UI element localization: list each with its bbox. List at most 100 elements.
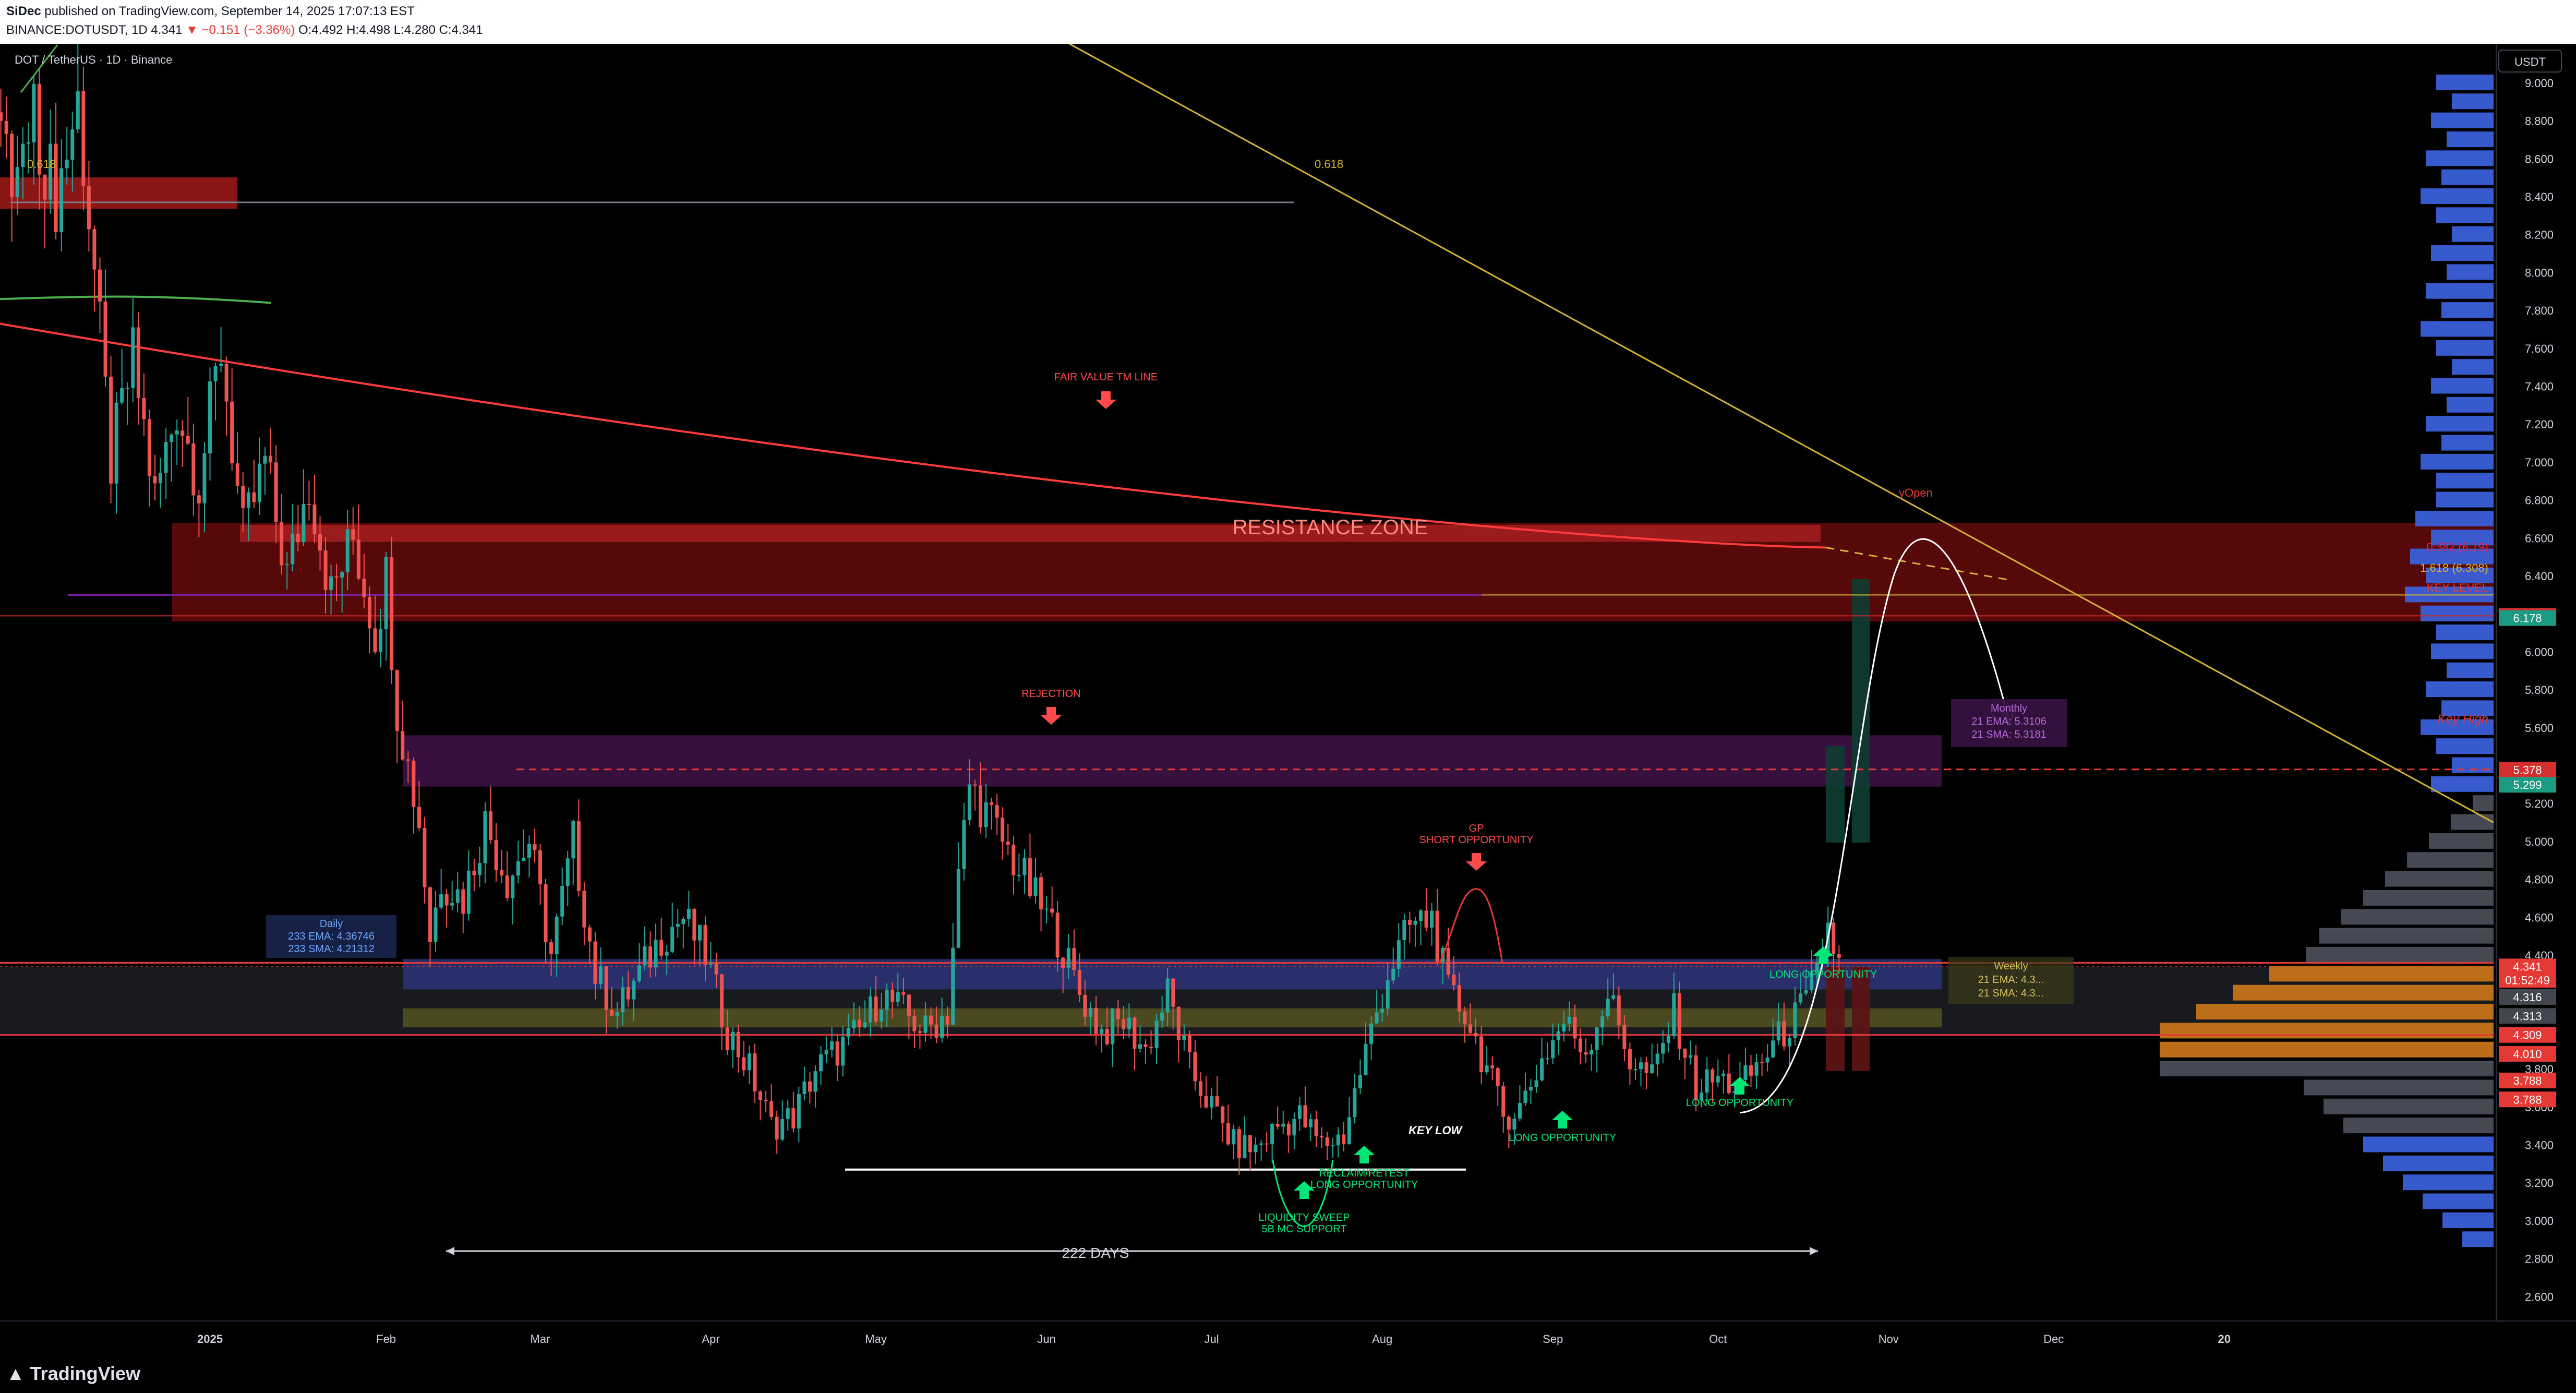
candle-body: [1639, 1062, 1643, 1070]
candle-body: [1006, 842, 1010, 845]
pair-title-legend[interactable]: DOT / TetherUS · 1D · Binance: [15, 53, 172, 66]
candle-body: [1424, 910, 1428, 928]
volume-profile-bar: [2426, 681, 2494, 698]
price-tick-label: 5.600: [2525, 722, 2554, 735]
candle-body: [461, 889, 465, 914]
fib-0618-left-label: 0.618: [27, 158, 56, 171]
volume-profile-bar: [2319, 928, 2494, 944]
candle-body: [1815, 963, 1819, 971]
candle-body: [571, 821, 575, 859]
candle-body: [1171, 978, 1175, 1007]
candle-body: [753, 1053, 757, 1091]
candle-body: [1347, 1117, 1351, 1144]
candle-body: [555, 916, 559, 954]
tradingview-logo[interactable]: ▲ TradingView: [6, 1363, 140, 1385]
candle-body: [1622, 1025, 1627, 1049]
zones-layer: [0, 177, 2494, 1071]
price-axis[interactable]: [2496, 44, 2576, 1355]
candle-body: [351, 529, 355, 540]
candle-body: [367, 597, 371, 629]
candle-body: [1149, 1047, 1153, 1049]
candle-body: [967, 784, 971, 821]
candle-body: [1111, 1008, 1115, 1044]
price-chart[interactable]: RESISTANCE ZONE FAIR VALUE TM LINE REJECTI…: [0, 44, 2576, 1355]
candle-body: [1077, 970, 1081, 995]
candle-body: [1292, 1119, 1296, 1136]
candle-body: [1187, 1036, 1191, 1052]
candle-body: [296, 534, 300, 543]
reclaim-arrow-icon: [1354, 1146, 1375, 1163]
candle-body: [1275, 1124, 1280, 1127]
volume-profile-bar: [2473, 795, 2494, 811]
candle-body: [356, 539, 360, 579]
candle-body: [1677, 993, 1681, 1049]
candle-body: [1358, 1075, 1362, 1089]
candle-body: [1165, 978, 1170, 1013]
long-current-arrow-icon: [1813, 946, 1834, 964]
candles-layer: [0, 44, 1841, 1175]
candle-body: [1100, 1028, 1104, 1034]
candle-body: [384, 557, 388, 629]
candle-body: [1248, 1135, 1252, 1152]
candle-body: [1199, 1081, 1202, 1096]
long-sep-arrow-icon: [1729, 1077, 1750, 1095]
monthly-ema-text: 21 EMA: 5.3106: [1971, 716, 2046, 727]
time-tick-label: Mar: [531, 1332, 550, 1346]
publisher-name[interactable]: SiDec: [6, 4, 41, 18]
symbol-text: BINANCE:DOTUSDT, 1D 4.341: [6, 23, 183, 37]
currency-button-frame[interactable]: [2498, 50, 2562, 73]
candle-body: [153, 476, 157, 484]
volume-profile-bar: [2436, 738, 2494, 754]
short-arrow-icon: [1466, 853, 1487, 871]
price-tick-label: 8.400: [2525, 190, 2554, 203]
volume-profile-bar: [2441, 302, 2494, 318]
volume-profile-bar: [2431, 378, 2494, 394]
candle-body: [213, 366, 218, 382]
candle-body: [824, 1050, 828, 1054]
candle-body: [1232, 1129, 1236, 1145]
reclaim-long-label: LONG OPPORTUNITY: [1310, 1179, 1418, 1191]
chart-background: [0, 44, 2576, 1355]
volume-profile-bar: [2441, 700, 2494, 716]
candle-body: [345, 529, 350, 573]
candle-body: [54, 143, 58, 232]
candle-body: [918, 1031, 922, 1033]
candle-body: [780, 1119, 785, 1140]
volume-profile-bar: [2431, 112, 2494, 128]
candle-body: [648, 946, 652, 968]
candle-body: [1297, 1105, 1302, 1119]
candle-body: [390, 557, 394, 670]
candle-body: [1804, 990, 1808, 994]
candle-body: [857, 1019, 861, 1028]
candle-body: [929, 1015, 933, 1025]
candle-body: [1485, 1065, 1489, 1072]
price-label-text: 3.788: [2513, 1074, 2542, 1087]
candle-body: [1496, 1068, 1500, 1086]
volume-profile-bar: [2447, 131, 2494, 147]
candle-body: [444, 894, 449, 906]
days-span-left-arrow: [446, 1247, 454, 1255]
volume-profile-bar: [2431, 530, 2494, 546]
candle-body: [1435, 910, 1439, 962]
candle-body: [434, 907, 438, 942]
candle-body: [1628, 1049, 1632, 1070]
candle-body: [252, 492, 256, 502]
candle-body: [323, 550, 328, 590]
currency-button-label[interactable]: USDT: [2514, 55, 2546, 68]
volume-profile: [2160, 74, 2494, 1247]
candle-body: [890, 989, 895, 1002]
fib-1618-label: 1.618 (6.308): [2420, 561, 2488, 574]
fair-value-line-label: FAIR VALUE TM LINE: [1054, 371, 1158, 383]
candle-body: [412, 760, 416, 807]
currency-button[interactable]: USDT: [2498, 50, 2562, 73]
sweep-arc: [1272, 1160, 1334, 1228]
weekly-ema-text: 21 EMA: 4.3...: [1978, 974, 2044, 986]
volume-profile-bar: [2403, 1174, 2494, 1191]
candle-body: [1545, 1058, 1549, 1060]
tradingview-mark-icon: ▲: [6, 1363, 25, 1384]
candle-body: [1375, 1012, 1379, 1024]
candle-body: [1556, 1031, 1560, 1040]
volume-profile-bar: [2429, 833, 2494, 849]
candle-body: [1798, 993, 1802, 1003]
rejection-label: REJECTION: [1021, 688, 1080, 700]
